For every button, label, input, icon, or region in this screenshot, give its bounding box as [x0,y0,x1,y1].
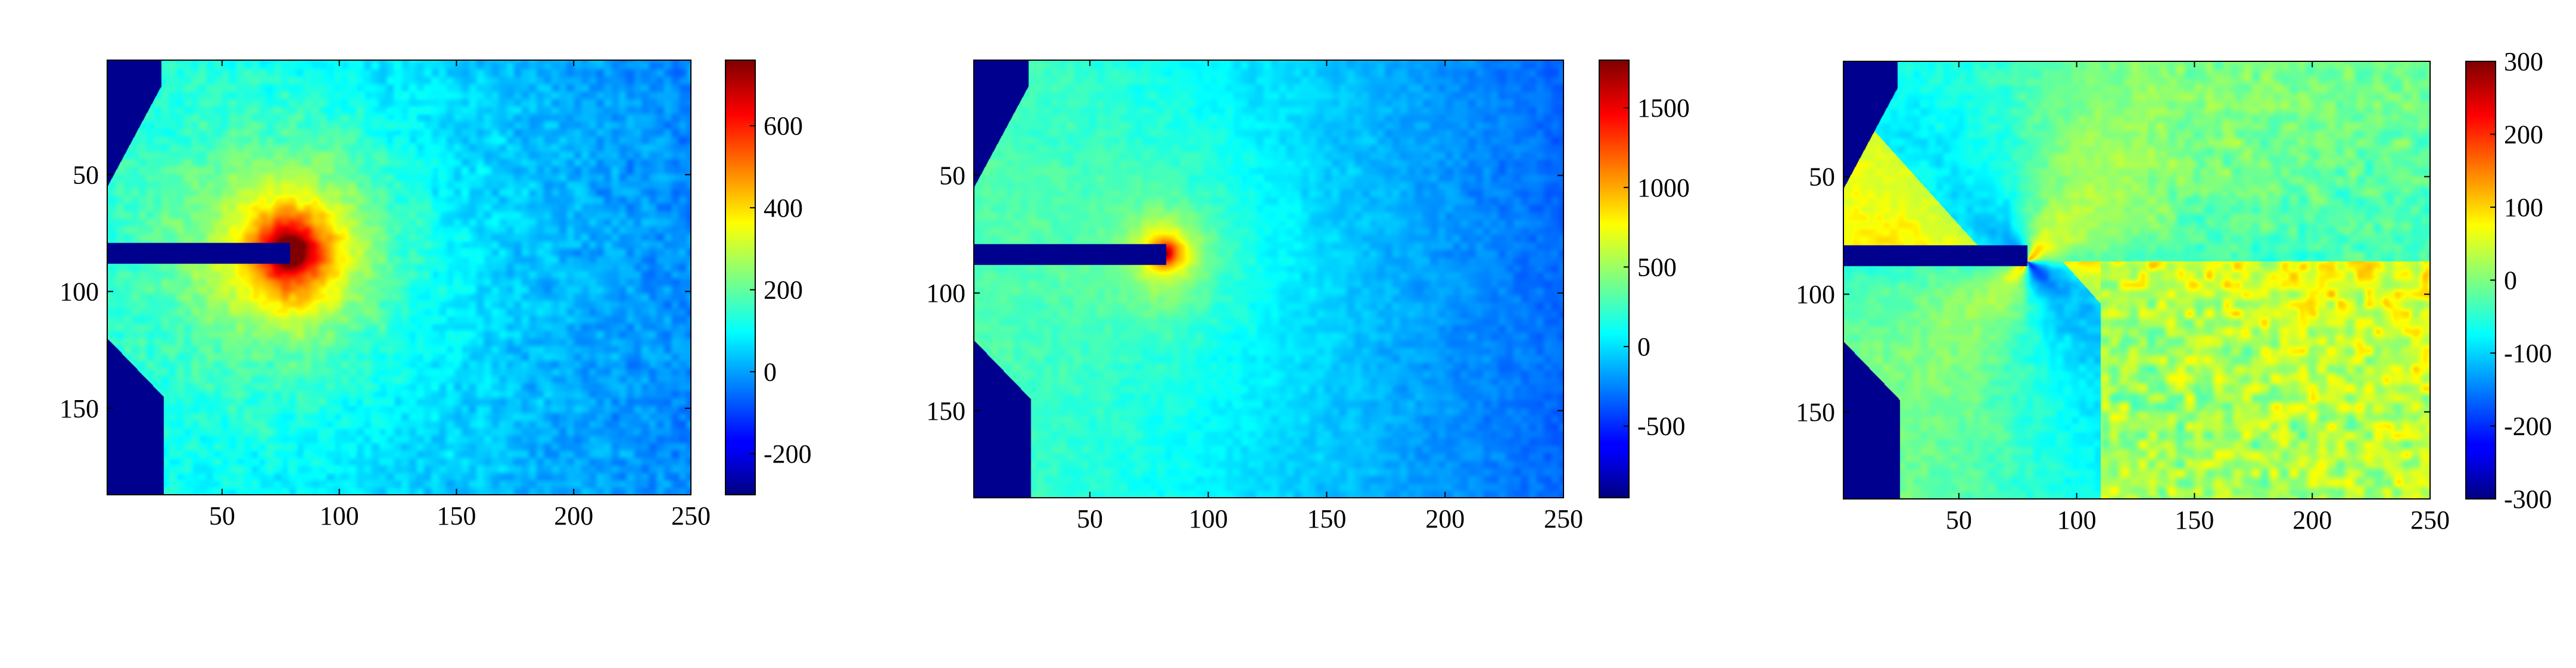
panel-c-y-tick-label: 100 [1796,280,1835,309]
panel-a-y-ticks: 50 100 150 [60,160,691,423]
panel-c-y-tick-label: 50 [1809,163,1835,192]
panel-c-x-ticks: 50 100 150 200 250 [1946,61,2450,535]
panel-b-y-tick-label: 50 [939,161,965,191]
panel-b-colorbar-tick-label: -500 [1637,412,1686,441]
panel-a-colorbar-tick-label: 0 [764,357,777,386]
panel-c-x-tick-label: 250 [2410,505,2450,535]
panel-b-colorbar-ticks: 1500 1000 500 0 -500 [1624,93,1690,441]
panel-a-colorbar [725,60,756,495]
panel-b-colorbar-tick-label: 0 [1637,332,1650,361]
panel-a-x-tick-label: 250 [671,501,711,530]
panel-a-colorbar-ticks: 600 400 200 0 -200 [750,111,812,469]
panel-b-colorbar [1599,60,1630,498]
panel-a-colorbar-tick-label: 200 [764,276,803,305]
panel-c-x-tick-label: 50 [1946,505,1972,535]
panel-a-plot-frame [107,60,691,495]
panel-c-colorbar-tick-label: 200 [2504,120,2543,149]
panel-c-colorbar-tick-label: 300 [2504,47,2543,76]
panel-c: 50 100 150 200 250 50 100 150 300 200 100 0 -100 -2… [1796,47,2552,535]
panel-a-y-tick-label: 50 [73,160,99,189]
panel-a-colorbar-tick-label: 600 [764,111,803,141]
panel-a-x-tick-label: 100 [320,501,359,530]
panel-c-stress-map [1843,61,2430,499]
panel-b-x-tick-label: 100 [1189,504,1228,533]
panel-a-x-tick-label: 200 [554,501,593,530]
panel-b-y-ticks: 50 100 150 [926,161,1563,426]
panel-a-x-tick-label: 50 [209,501,235,530]
panel-c-x-tick-label: 150 [2175,505,2214,535]
panel-b-stress-map [974,60,1563,498]
panel-c-colorbar-tick-label: -100 [2504,339,2552,368]
panel-c-colorbar-tick-label: 100 [2504,193,2543,222]
panel-a-y-tick-label: 100 [60,277,99,307]
panel-c-x-tick-label: 200 [2292,505,2332,535]
panel-b-x-tick-label: 150 [1307,504,1346,533]
panel-b-plot-frame [973,60,1564,498]
panel-c-y-ticks: 50 100 150 [1796,163,2430,427]
panel-c-colorbar-ticks: 300 200 100 0 -100 -200 -300 [2490,47,2552,514]
panel-b-x-ticks: 50 100 150 200 250 [1077,60,1583,533]
panel-a-stress-map [107,60,691,495]
panel-a-colorbar-tick-label: 400 [764,193,803,223]
panel-c-plot-frame [1843,61,2431,500]
panel-a-colorbar-tick-label: -200 [764,439,812,469]
panel-a-x-tick-label: 150 [437,501,476,530]
panel-c-colorbar-tick-label: -200 [2504,412,2552,441]
panel-c-colorbar-tick-label: 0 [2504,266,2517,295]
panel-b-y-tick-label: 150 [926,397,965,426]
panel-b-x-tick-label: 200 [1425,504,1465,533]
panel-b-colorbar-tick-label: 1000 [1637,173,1690,202]
panel-b-colorbar-tick-label: 1500 [1637,93,1690,123]
panel-a-x-ticks: 50 100 150 200 250 [209,60,711,530]
panel-b-x-tick-label: 250 [1544,504,1583,533]
panel-b-colorbar-tick-label: 500 [1637,252,1677,282]
panel-a-y-tick-label: 150 [60,394,99,423]
panel-c-x-tick-label: 100 [2057,505,2097,535]
panel-a: 50 100 150 200 250 50 100 150 600 400 200 0 -200 [60,60,812,530]
panel-c-colorbar-tick-label: -300 [2504,485,2552,514]
panel-b: 50 100 150 200 250 50 100 150 1500 1000 500 0 -500 [926,60,1690,533]
panel-c-y-tick-label: 150 [1796,398,1835,427]
panel-b-y-tick-label: 100 [926,279,965,308]
panel-b-x-tick-label: 50 [1077,504,1103,533]
